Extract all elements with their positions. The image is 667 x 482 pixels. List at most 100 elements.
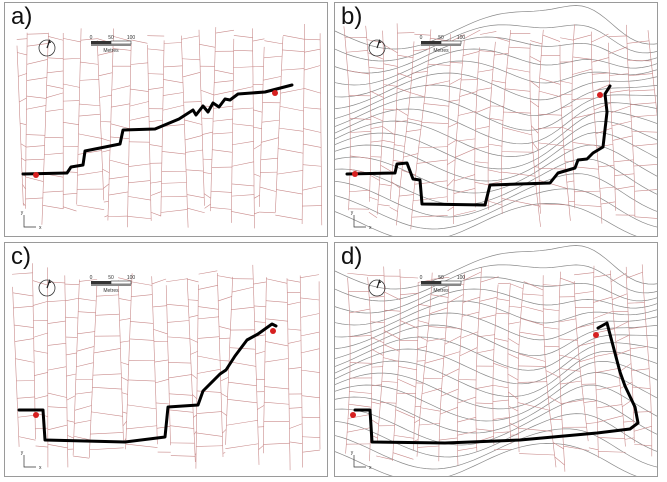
street-segment xyxy=(131,294,153,298)
street-segment xyxy=(98,72,113,77)
street-segment xyxy=(196,432,223,437)
street-segment xyxy=(592,72,610,75)
contour-line xyxy=(335,203,637,236)
street-segment xyxy=(276,170,303,175)
street-segment xyxy=(125,443,158,448)
street-segment xyxy=(395,409,415,419)
contour-line xyxy=(335,428,657,470)
street-segment xyxy=(479,296,498,302)
street-segment xyxy=(12,272,33,275)
street xyxy=(160,40,165,217)
street-segment xyxy=(129,101,149,107)
street-segment xyxy=(562,127,573,132)
contour-line xyxy=(335,443,637,476)
street-segment xyxy=(449,99,460,102)
street-segment xyxy=(430,294,449,298)
street-segment xyxy=(14,324,34,328)
street-segment xyxy=(253,109,263,113)
street-segment xyxy=(398,366,417,371)
street-segment xyxy=(410,92,425,98)
street-segment xyxy=(421,387,442,395)
street-segment xyxy=(403,153,419,158)
street-segment xyxy=(475,106,491,113)
street xyxy=(217,272,224,458)
location-dot-icon xyxy=(272,90,278,96)
street-segment xyxy=(47,57,64,59)
street-segment xyxy=(349,335,372,338)
street-segment xyxy=(416,159,448,164)
street xyxy=(416,272,433,457)
street-segment xyxy=(14,338,34,342)
street-segment xyxy=(289,423,303,429)
street-segment xyxy=(623,420,634,423)
street-segment xyxy=(476,349,495,354)
street xyxy=(641,264,653,457)
street xyxy=(89,281,98,458)
street-segment xyxy=(612,135,633,141)
street-segment xyxy=(265,300,288,303)
street-segment xyxy=(63,193,77,195)
street xyxy=(438,285,450,462)
location-dot-icon xyxy=(33,172,39,178)
street-segment xyxy=(393,435,414,439)
street-segment xyxy=(600,201,616,205)
street-segment xyxy=(349,391,372,394)
street-segment xyxy=(153,329,168,335)
street-segment xyxy=(197,336,220,339)
street-segment xyxy=(444,335,462,345)
street-segment xyxy=(275,214,303,221)
panel-a: a) 0 50 100 Metres y x xyxy=(4,2,328,237)
street-segment xyxy=(257,405,265,410)
street-segment xyxy=(46,84,64,89)
street-segment xyxy=(229,361,257,367)
panel-label: a) xyxy=(11,3,33,30)
scale-tick-label: 100 xyxy=(457,275,466,281)
street-segment xyxy=(302,436,320,438)
street-segment xyxy=(563,149,573,151)
street-segment xyxy=(44,152,64,156)
street-segment xyxy=(462,51,480,56)
contour-line xyxy=(335,5,657,50)
street-segment xyxy=(42,204,64,210)
street-segment xyxy=(501,151,533,153)
street-network xyxy=(345,264,653,472)
street-segment xyxy=(554,456,565,466)
street-segment xyxy=(371,348,384,356)
street-segment xyxy=(231,161,254,167)
street-segment xyxy=(370,174,380,181)
street-segment xyxy=(259,211,276,214)
street-segment xyxy=(384,309,401,312)
street-segment xyxy=(591,33,609,43)
street-segment xyxy=(501,198,539,207)
street-segment xyxy=(431,277,450,280)
street-segment xyxy=(547,396,562,404)
route-path xyxy=(353,321,640,445)
panel-label: c) xyxy=(11,243,31,270)
street-segment xyxy=(80,38,98,41)
street-segment xyxy=(129,115,150,121)
street-segment xyxy=(598,451,626,453)
street-segment xyxy=(264,386,289,390)
street-segment xyxy=(538,168,566,170)
street-segment xyxy=(131,39,148,44)
street-segment xyxy=(371,336,384,344)
street-segment xyxy=(397,72,412,79)
street-segment xyxy=(99,94,112,98)
street-segment xyxy=(77,331,95,335)
street-segment xyxy=(529,56,541,63)
street-segment xyxy=(530,100,539,108)
street-segment xyxy=(389,206,398,212)
street-segment xyxy=(276,189,303,195)
street xyxy=(76,28,82,205)
street-segment xyxy=(27,33,49,35)
street-segment xyxy=(629,89,655,92)
street-segment xyxy=(226,420,258,426)
street-segment xyxy=(572,97,594,100)
street-segment xyxy=(118,298,132,302)
street xyxy=(647,30,657,117)
contour-line xyxy=(335,188,657,230)
street-segment xyxy=(631,368,650,372)
street-segment xyxy=(286,279,301,283)
street-segment xyxy=(282,49,305,52)
street-network xyxy=(12,263,321,471)
